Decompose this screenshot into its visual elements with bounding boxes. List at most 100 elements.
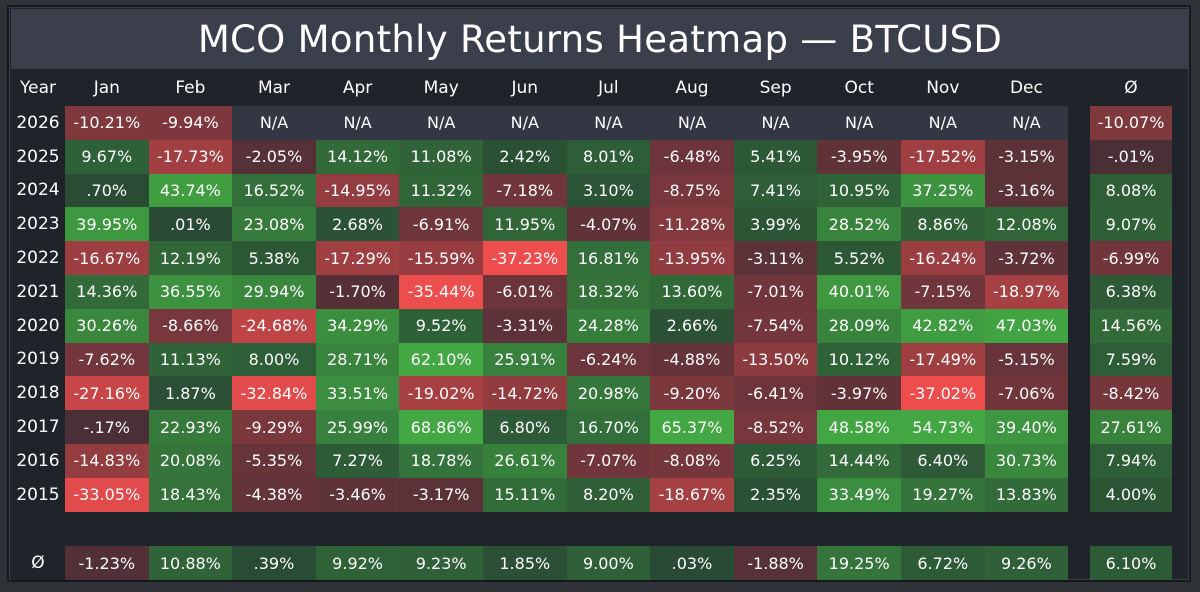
heatmap-cell: -3.15% xyxy=(984,139,1069,174)
heatmap-cell: -3.16% xyxy=(984,173,1069,208)
heatmap-cell: 30.26% xyxy=(65,308,149,343)
heatmap-cell: 19.27% xyxy=(901,477,985,512)
heatmap-cell: 5.38% xyxy=(232,241,316,275)
heatmap-cell: -.17% xyxy=(65,410,149,444)
heatmap-cell: 40.01% xyxy=(817,275,901,309)
year-average-cell: -8.42% xyxy=(1090,376,1172,411)
heatmap-cell: -6.01% xyxy=(483,275,567,309)
heatmap-cell: 33.49% xyxy=(817,477,901,512)
heatmap-cell: -3.97% xyxy=(817,376,901,411)
heatmap-cell: N/A xyxy=(817,106,901,140)
year-average-cell: -10.07% xyxy=(1090,106,1172,140)
heatmap-cell: -3.72% xyxy=(984,241,1069,275)
month-header-nov: Nov xyxy=(901,70,985,106)
heatmap-cell: 15.11% xyxy=(483,477,567,512)
heatmap-cell: 6.25% xyxy=(733,444,818,478)
heatmap-cell: -17.73% xyxy=(148,139,233,174)
heatmap-cell: -9.94% xyxy=(148,106,233,140)
heatmap-cell: 23.08% xyxy=(232,207,316,242)
month-header-aug: Aug xyxy=(650,70,734,106)
heatmap-cell: -7.06% xyxy=(984,376,1069,411)
year-average-cell: 8.08% xyxy=(1090,173,1172,208)
month-header-feb: Feb xyxy=(148,70,233,106)
heatmap-cell: -7.07% xyxy=(566,444,651,478)
heatmap-cell: 12.08% xyxy=(984,207,1069,242)
heatmap-cell: -14.72% xyxy=(483,376,567,411)
heatmap-cell: -8.08% xyxy=(650,444,734,478)
heatmap-cell: -8.52% xyxy=(733,410,818,444)
overall-average-cell: 6.10% xyxy=(1090,546,1172,580)
heatmap-cell: 28.71% xyxy=(315,342,400,377)
heatmap-cell: 11.32% xyxy=(399,173,483,208)
heatmap-cell: 34.29% xyxy=(315,308,400,343)
month-average-cell: 9.26% xyxy=(984,546,1069,580)
heatmap-cell: -4.07% xyxy=(566,207,651,242)
average-row-label: Ø xyxy=(11,546,65,580)
heatmap-cell: 10.95% xyxy=(817,173,901,208)
heatmap-cell: 39.95% xyxy=(65,207,149,242)
heatmap-cell: 3.10% xyxy=(566,173,651,208)
heatmap-cell: -18.97% xyxy=(984,275,1069,309)
heatmap-cell: N/A xyxy=(315,106,400,140)
heatmap-cell: -35.44% xyxy=(399,275,483,309)
heatmap-cell: 18.32% xyxy=(566,275,651,309)
heatmap-cell: 2.42% xyxy=(483,139,567,174)
heatmap-cell: -13.50% xyxy=(733,342,818,377)
heatmap-cell: 7.27% xyxy=(315,444,400,478)
heatmap-cell: -13.95% xyxy=(650,241,734,275)
heatmap-cell: -9.20% xyxy=(650,376,734,411)
heatmap-cell: -15.59% xyxy=(399,241,483,275)
heatmap-cell: -3.11% xyxy=(733,241,818,275)
heatmap-cell: -7.01% xyxy=(733,275,818,309)
year-label: 2022 xyxy=(11,241,65,275)
heatmap-cell: 26.61% xyxy=(483,444,567,478)
month-header-oct: Oct xyxy=(817,70,901,106)
heatmap-cell: 48.58% xyxy=(817,410,901,444)
heatmap-cell: -7.54% xyxy=(733,308,818,343)
heatmap-cell: -16.24% xyxy=(901,241,985,275)
heatmap-cell: N/A xyxy=(483,106,567,140)
heatmap-cell: .70% xyxy=(65,173,149,208)
month-average-cell: 10.88% xyxy=(148,546,233,580)
year-average-cell: -6.99% xyxy=(1090,241,1172,275)
heatmap-cell: -5.15% xyxy=(984,342,1069,377)
month-average-cell: .39% xyxy=(232,546,316,580)
heatmap-cell: -8.75% xyxy=(650,173,734,208)
heatmap-cell: 13.83% xyxy=(984,477,1069,512)
heatmap-cell: -7.62% xyxy=(65,342,149,377)
heatmap-cell: -18.67% xyxy=(650,477,734,512)
heatmap-cell: -3.95% xyxy=(817,139,901,174)
heatmap-cell: 9.52% xyxy=(399,308,483,343)
heatmap-cell: 5.41% xyxy=(733,139,818,174)
heatmap-cell: 24.28% xyxy=(566,308,651,343)
heatmap-cell: 43.74% xyxy=(148,173,233,208)
month-header-jun: Jun xyxy=(483,70,567,106)
heatmap-cell: 16.81% xyxy=(566,241,651,275)
average-column-header: Ø xyxy=(1090,70,1172,106)
heatmap-cell: -6.24% xyxy=(566,342,651,377)
heatmap-cell: N/A xyxy=(232,106,316,140)
heatmap-cell: -9.29% xyxy=(232,410,316,444)
month-average-cell: 19.25% xyxy=(817,546,901,580)
heatmap-cell: 29.94% xyxy=(232,275,316,309)
heatmap-cell: -33.05% xyxy=(65,477,149,512)
heatmap-cell: 6.40% xyxy=(901,444,985,478)
heatmap-cell: -11.28% xyxy=(650,207,734,242)
heatmap-cell: 30.73% xyxy=(984,444,1069,478)
month-average-cell: 9.23% xyxy=(399,546,483,580)
heatmap-cell: 7.41% xyxy=(733,173,818,208)
heatmap-cell: -1.70% xyxy=(315,275,400,309)
year-label: 2015 xyxy=(11,477,65,512)
heatmap-cell: 5.52% xyxy=(817,241,901,275)
heatmap-cell: 10.12% xyxy=(817,342,901,377)
heatmap-cell: -6.41% xyxy=(733,376,818,411)
heatmap-cell: 22.93% xyxy=(148,410,233,444)
month-header-mar: Mar xyxy=(232,70,316,106)
year-label: 2024 xyxy=(11,173,65,208)
heatmap-cell: 25.91% xyxy=(483,342,567,377)
year-average-cell: 27.61% xyxy=(1090,410,1172,444)
year-average-cell: 7.59% xyxy=(1090,342,1172,377)
heatmap-cell: -5.35% xyxy=(232,444,316,478)
heatmap-cell: 11.13% xyxy=(148,342,233,377)
